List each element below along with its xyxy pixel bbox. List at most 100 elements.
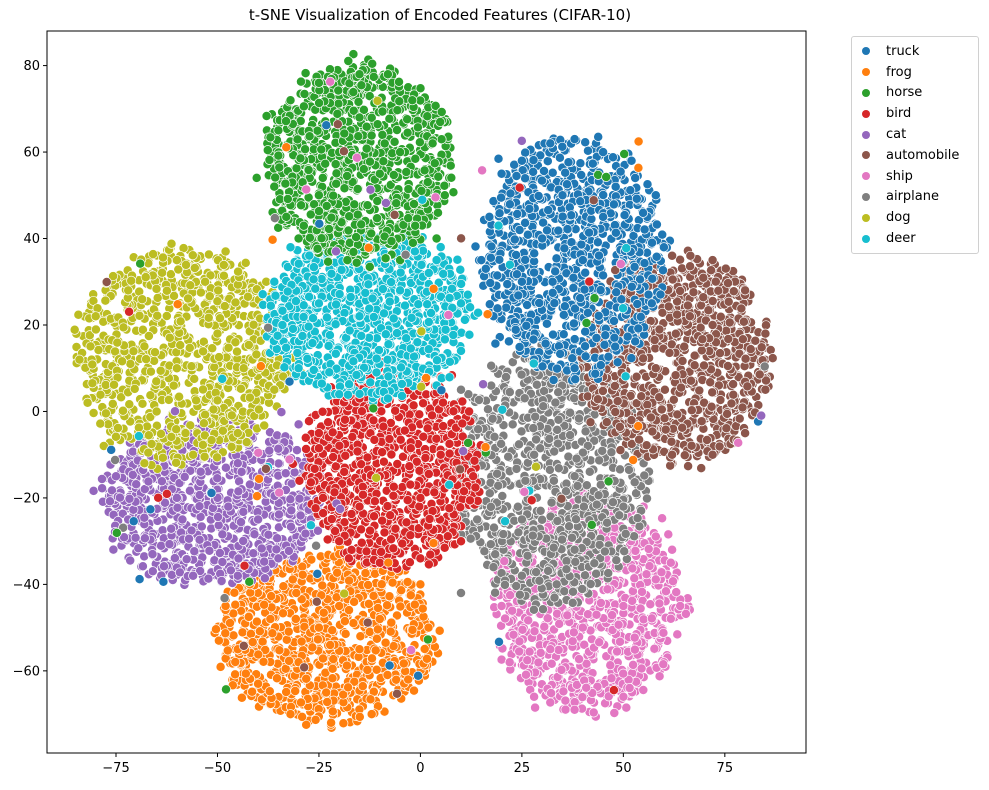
point-automobile	[736, 303, 747, 314]
point-truck	[608, 152, 618, 163]
point-truck	[600, 330, 611, 341]
point-truck	[521, 320, 532, 331]
point-airplane	[553, 414, 564, 425]
point-truck	[485, 278, 496, 288]
point-frog	[251, 616, 262, 627]
point-ship	[535, 647, 546, 658]
point-automobile	[654, 392, 665, 403]
point-airplane	[565, 430, 576, 441]
point-ship	[661, 586, 671, 597]
point-ship	[553, 645, 564, 655]
point-airplane	[511, 581, 522, 591]
point-truck	[639, 224, 650, 235]
point-truck	[577, 255, 588, 266]
point-frog	[284, 655, 295, 666]
point-airplane	[535, 505, 546, 516]
point-frog	[310, 714, 321, 725]
point-truck	[610, 341, 621, 352]
point-airplane	[567, 597, 578, 608]
point-airplane	[580, 426, 591, 437]
point-automobile	[765, 345, 776, 355]
point-truck	[513, 290, 524, 301]
point-automobile	[721, 423, 732, 434]
point-truck	[592, 237, 603, 248]
point-ship	[618, 601, 629, 611]
point-truck	[599, 339, 610, 350]
point-truck	[558, 329, 569, 340]
point-ship	[545, 644, 556, 655]
point-truck	[520, 217, 531, 228]
point-ship	[530, 702, 541, 713]
point-frog	[274, 645, 285, 656]
point-airplane	[529, 449, 540, 460]
point-truck	[484, 211, 495, 222]
point-truck	[575, 158, 586, 169]
point-truck	[529, 248, 540, 259]
points-layer	[69, 49, 778, 733]
point-airplane	[561, 564, 572, 575]
point-truck	[633, 323, 644, 334]
point-ship	[500, 613, 511, 624]
point-airplane	[594, 455, 605, 466]
point-truck	[575, 196, 586, 207]
point-automobile	[728, 389, 739, 400]
point-airplane	[571, 514, 581, 525]
point-frog	[247, 686, 258, 697]
point-automobile	[723, 296, 734, 307]
point-frog	[213, 635, 224, 646]
point-truck	[516, 276, 527, 287]
point-airplane	[632, 513, 643, 524]
point-automobile	[677, 356, 688, 366]
point-truck	[629, 261, 640, 272]
point-automobile	[672, 409, 683, 420]
point-ship	[629, 573, 640, 584]
point-truck	[639, 258, 650, 269]
point-truck	[586, 214, 597, 224]
point-automobile	[667, 274, 678, 285]
point-frog	[306, 554, 317, 565]
point-ship	[618, 691, 629, 702]
point-frog	[354, 644, 365, 655]
point-ship	[667, 544, 678, 555]
point-frog	[423, 622, 434, 633]
point-airplane	[531, 434, 542, 445]
point-ship	[635, 603, 646, 614]
point-airplane	[497, 491, 508, 501]
point-ship	[641, 569, 652, 580]
point-airplane	[591, 568, 602, 579]
point-truck	[595, 285, 606, 296]
point-airplane	[516, 570, 527, 581]
point-airplane	[550, 397, 561, 408]
point-frog	[253, 678, 264, 689]
point-automobile	[723, 278, 733, 289]
point-truck	[626, 155, 637, 166]
point-truck	[612, 357, 623, 368]
point-airplane	[520, 475, 531, 486]
point-airplane	[473, 424, 484, 435]
point-truck	[655, 289, 666, 300]
point-ship	[562, 610, 573, 621]
point-ship	[637, 586, 647, 597]
point-frog	[301, 673, 312, 684]
point-truck	[568, 282, 579, 293]
point-truck	[579, 284, 590, 295]
point-frog	[247, 637, 258, 648]
point-frog	[229, 587, 240, 598]
point-truck	[516, 155, 527, 166]
point-automobile	[650, 363, 661, 374]
point-ship	[514, 636, 525, 647]
point-truck	[557, 190, 568, 201]
point-automobile	[649, 335, 660, 346]
point-frog	[290, 614, 301, 624]
point-ship	[657, 513, 668, 524]
point-ship	[591, 609, 602, 620]
point-airplane	[624, 464, 634, 475]
point-frog	[327, 663, 338, 674]
point-truck	[505, 188, 516, 199]
point-truck	[504, 199, 515, 210]
point-airplane	[531, 379, 542, 390]
point-automobile	[664, 347, 675, 358]
point-frog	[318, 653, 328, 664]
point-frog	[340, 628, 351, 639]
